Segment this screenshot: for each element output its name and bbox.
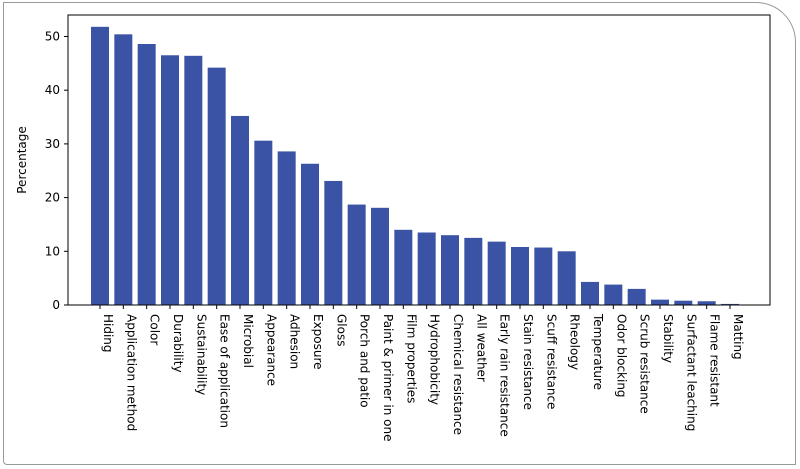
bar-scrub-resistance: [627, 288, 646, 305]
x-tick-label: Stain resistance: [521, 314, 535, 410]
bar-flame-resistant: [697, 301, 716, 305]
bar-exposure: [301, 163, 319, 305]
x-tick-label: Early rain resistance: [498, 314, 512, 437]
x-tick-label: Adhesion: [288, 314, 302, 369]
x-tick-label: Odor blocking: [614, 314, 628, 398]
bar-hydrophobicity: [417, 232, 436, 305]
bar-appearance: [254, 140, 273, 305]
bar-ease-of-application: [207, 67, 226, 305]
plot-area-border: [67, 14, 771, 306]
y-tick-label: 10: [45, 244, 60, 258]
y-axis: 0 10 20 30 40 50: [45, 29, 68, 312]
x-axis: Hiding Application method Color Durability S…: [99, 305, 745, 441]
bar-stain-resistance: [511, 247, 529, 305]
x-tick-label: Application method: [124, 314, 138, 431]
y-tick-label: 40: [45, 83, 60, 97]
x-tick-label: Surfactant leaching: [684, 314, 698, 431]
y-tick-label: 50: [45, 29, 60, 43]
x-tick-label: Gloss: [334, 314, 348, 346]
bar-hiding: [91, 26, 109, 306]
x-tick-label: All weather: [474, 314, 488, 382]
bar-color: [137, 44, 156, 305]
x-tick-label: Stability: [661, 314, 675, 363]
bar-all-weather: [464, 237, 483, 305]
bar-stability: [651, 299, 669, 305]
x-tick-label: Hiding: [101, 314, 115, 353]
x-tick-label: Porch and patio: [358, 314, 372, 408]
y-axis-label: Percentage: [15, 126, 29, 194]
x-tick-label: Exposure: [311, 314, 325, 370]
bar-durability: [161, 55, 179, 305]
bar-adhesion: [277, 151, 296, 305]
bar-film-properties: [394, 229, 413, 305]
bar-chemical-resistance: [441, 235, 459, 305]
bar-surfactant-leaching: [674, 300, 693, 305]
x-tick-label: Durability: [171, 314, 185, 373]
y-tick-label: 0: [52, 298, 60, 312]
x-tick-label: Ease of application: [218, 314, 232, 428]
x-tick-label: Sustainability: [194, 314, 208, 395]
x-tick-label: Matting: [731, 314, 745, 360]
y-tick-label: 30: [45, 137, 60, 151]
bar-temperature: [581, 281, 599, 305]
bar-matting: [721, 303, 739, 305]
bar-application-method: [114, 34, 133, 305]
x-tick-label: Temperature: [591, 313, 605, 390]
bar-microbial: [231, 115, 249, 306]
x-tick-label: Paint & primer in one: [381, 314, 395, 441]
x-tick-label: Film properties: [404, 314, 418, 403]
bar-porch-and-patio: [347, 204, 366, 305]
x-tick-label: Flame resistant: [708, 314, 722, 407]
bars: [91, 26, 739, 306]
bar-scuff-resistance: [534, 247, 553, 305]
x-tick-label: Rheology: [568, 314, 582, 370]
bar-rheology: [557, 251, 576, 305]
bar-paint-primer-in-one: [371, 207, 389, 305]
bar-odor-blocking: [604, 284, 623, 305]
y-tick-label: 20: [45, 191, 60, 205]
bar-early-rain-resistance: [487, 241, 506, 305]
x-tick-label: Hydrophobicity: [428, 314, 442, 405]
x-tick-label: Chemical resistance: [451, 314, 465, 435]
x-tick-label: Scrub resistance: [638, 314, 652, 414]
x-tick-label: Microbial: [241, 314, 255, 368]
bar-gloss: [324, 180, 343, 305]
x-tick-label: Scuff resistance: [544, 314, 558, 409]
x-tick-label: Appearance: [264, 314, 278, 386]
bar-sustainability: [184, 55, 203, 306]
x-tick-label: Color: [148, 314, 162, 345]
